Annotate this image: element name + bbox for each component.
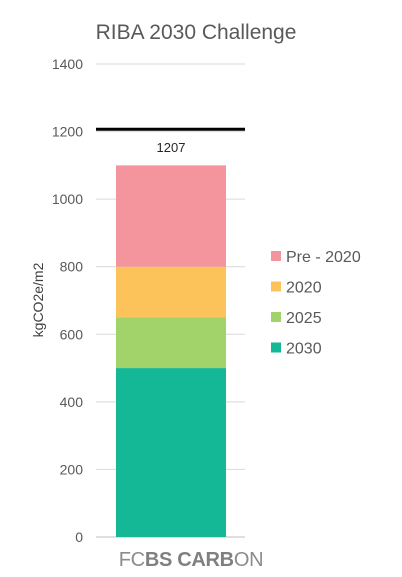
legend-label: 2030 [286, 341, 322, 358]
y-tick-label: 400 [60, 394, 84, 410]
brand-suffix: ON [234, 549, 263, 571]
y-tick-label: 1400 [52, 56, 83, 72]
y-tick-label: 0 [75, 529, 83, 545]
reference-line-group: 1207 [96, 127, 245, 155]
reference-line-label: 1207 [157, 140, 186, 155]
y-axis-label: kgCO2e/m2 [30, 262, 46, 337]
legend-label: Pre - 2020 [286, 249, 361, 266]
y-tick-label: 200 [60, 461, 84, 477]
y-tick-label: 1000 [52, 191, 83, 207]
chart-title: RIBA 2030 Challenge [96, 21, 297, 44]
y-axis-ticks: 0 200 400 600 800 1000 1200 1400 [52, 56, 83, 545]
y-tick-label: 800 [60, 259, 84, 275]
legend-swatch [271, 281, 281, 292]
brand-prefix: FC [119, 549, 145, 571]
bar-segment [116, 317, 226, 369]
brand-bold: BS CARB [145, 549, 234, 571]
legend: Pre - 2020 2020 2025 2030 [271, 249, 361, 358]
legend-swatch [271, 312, 281, 322]
y-tick-label: 1200 [52, 124, 83, 140]
bar-segment [116, 165, 226, 267]
brand-logo: FCBS CARBON [119, 549, 263, 571]
legend-label: 2025 [286, 310, 322, 327]
legend-swatch [271, 251, 281, 261]
bar-segment [116, 368, 226, 537]
bars [116, 165, 226, 537]
legend-swatch [271, 342, 281, 353]
legend-label: 2020 [286, 280, 322, 297]
y-tick-label: 600 [60, 326, 84, 342]
bar-segment [116, 266, 226, 318]
